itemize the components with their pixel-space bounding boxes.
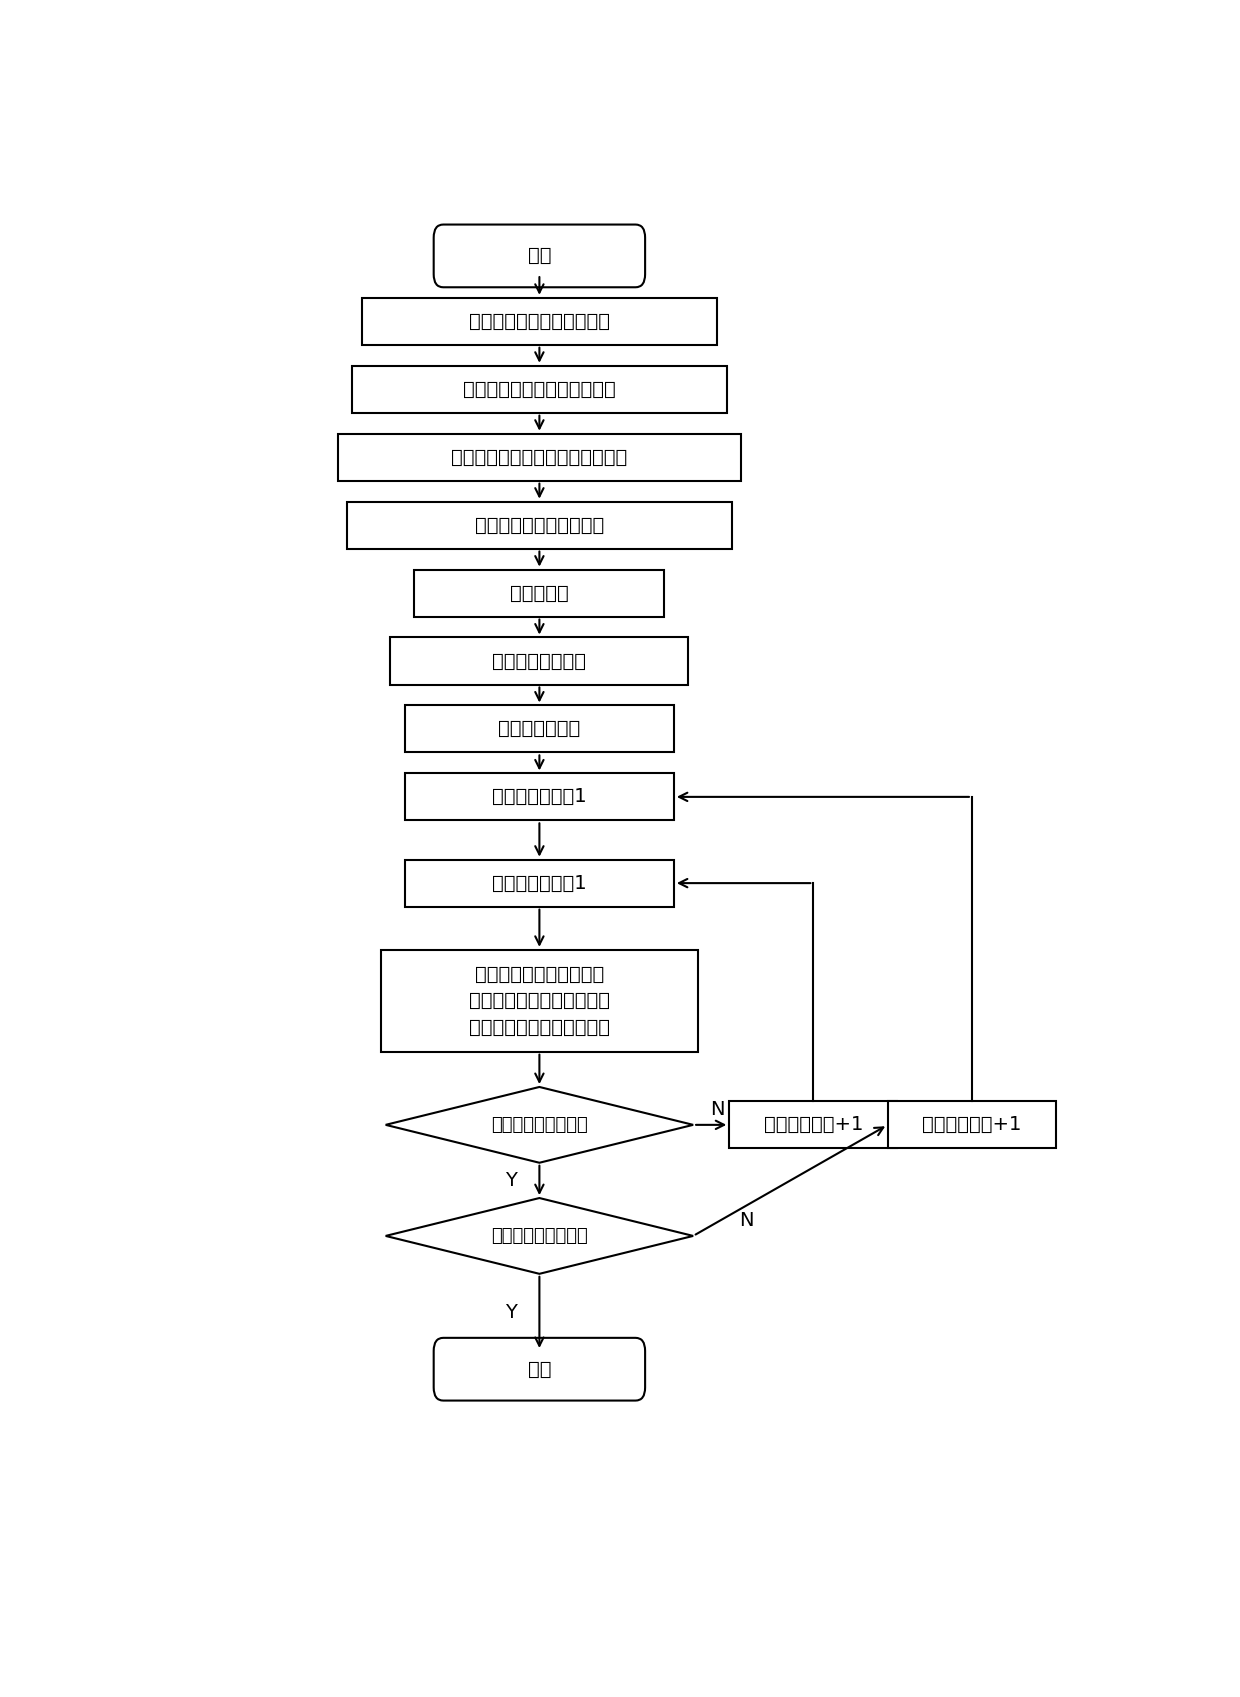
FancyBboxPatch shape <box>362 297 717 344</box>
FancyBboxPatch shape <box>352 365 727 412</box>
FancyBboxPatch shape <box>729 1101 898 1149</box>
Text: 发射传感器号为1: 发射传感器号为1 <box>492 787 587 806</box>
FancyBboxPatch shape <box>381 950 698 1052</box>
Text: 接收传感器遍历完成: 接收传感器遍历完成 <box>491 1117 588 1134</box>
Text: 载入空场超声边界测量电压: 载入空场超声边界测量电压 <box>469 312 610 331</box>
Text: Y: Y <box>505 1303 517 1322</box>
FancyBboxPatch shape <box>434 1337 645 1400</box>
Text: 计算衰减率: 计算衰减率 <box>510 584 569 602</box>
Text: Y: Y <box>505 1171 517 1190</box>
Text: 计算有物体与空场的测量电压差值: 计算有物体与空场的测量电压差值 <box>451 448 627 467</box>
Polygon shape <box>386 1198 693 1274</box>
FancyBboxPatch shape <box>404 860 675 906</box>
Text: 计算距离衰减理论衰减量: 计算距离衰减理论衰减量 <box>475 516 604 535</box>
Text: N: N <box>711 1100 724 1118</box>
Text: 接收传感器号为1: 接收传感器号为1 <box>492 874 587 893</box>
FancyBboxPatch shape <box>391 638 688 684</box>
Text: 将某一条超声传输路径的
衰减率累加到位置信息矩阵
中该条传输路径所在的点上: 将某一条超声传输路径的 衰减率累加到位置信息矩阵 中该条传输路径所在的点上 <box>469 964 610 1037</box>
FancyBboxPatch shape <box>414 570 665 616</box>
FancyBboxPatch shape <box>404 774 675 820</box>
Text: 发射传感器遍历完成: 发射传感器遍历完成 <box>491 1227 588 1246</box>
Polygon shape <box>386 1088 693 1162</box>
Text: 结束: 结束 <box>528 1359 551 1378</box>
Text: 计算位置信息矩阵: 计算位置信息矩阵 <box>492 652 587 670</box>
Text: N: N <box>739 1210 753 1230</box>
Text: 接收传感器号+1: 接收传感器号+1 <box>764 1115 863 1134</box>
FancyBboxPatch shape <box>888 1101 1056 1149</box>
FancyBboxPatch shape <box>434 224 645 287</box>
Text: 开始: 开始 <box>528 246 551 265</box>
FancyBboxPatch shape <box>337 434 742 480</box>
Text: 载入有物体超声边界测量电压: 载入有物体超声边界测量电压 <box>463 380 616 399</box>
Text: 初始化图像矩阵: 初始化图像矩阵 <box>498 720 580 738</box>
FancyBboxPatch shape <box>347 502 732 548</box>
FancyBboxPatch shape <box>404 706 675 752</box>
Text: 发射传感器号+1: 发射传感器号+1 <box>923 1115 1022 1134</box>
